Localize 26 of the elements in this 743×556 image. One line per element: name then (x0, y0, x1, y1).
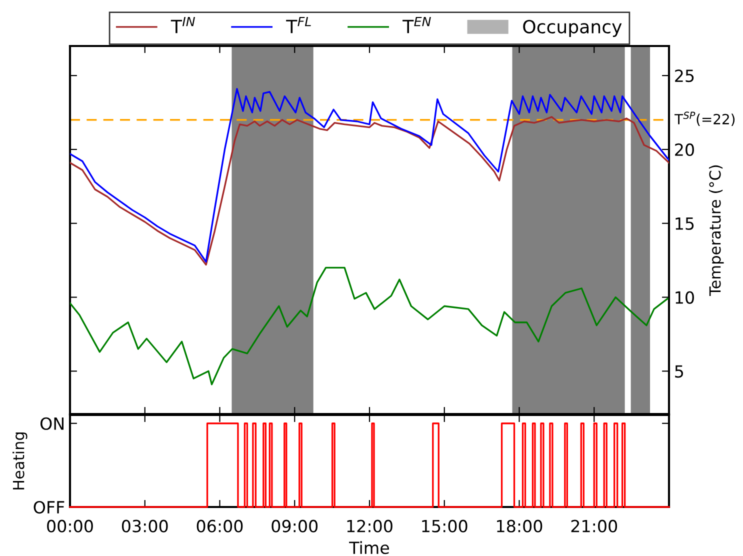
legend-label: Occupancy (523, 20, 622, 37)
x-tick-label: 06:00 (196, 520, 243, 532)
line-series (70, 88, 669, 263)
x-tick-label: 15:00 (422, 520, 468, 532)
legend-label: T$^{FL}$ (286, 16, 311, 34)
line-series (70, 116, 669, 266)
x-tick-label: 09:00 (272, 520, 318, 532)
y-tick-label: 25 (675, 70, 694, 82)
x-tick-label: 03:00 (122, 520, 168, 532)
y-axis-title: Temperature (°C) (708, 165, 724, 296)
line-series (70, 266, 668, 386)
legend-label: T$^{IN}$ (170, 16, 195, 34)
y-tick-label: 20 (675, 143, 694, 156)
x-tick-label: 18:00 (497, 520, 542, 532)
x-tick-label: 00:00 (47, 520, 93, 532)
y-tick-label: 5 (675, 365, 684, 378)
text: ON (40, 417, 64, 430)
text: OFF (34, 500, 64, 514)
x-axis-title: Time (349, 541, 390, 554)
x-tick-label: 12:00 (347, 520, 392, 532)
ref-line-label: T$^{SP}$(=22) (674, 112, 735, 126)
legend-label: T$^{EN}$ (402, 16, 431, 34)
x-tick-label: 21:00 (571, 520, 618, 532)
y-tick-label: 10 (676, 291, 694, 304)
y-tick-label: 15 (676, 218, 694, 230)
y-axis-title: Heating (12, 432, 28, 490)
